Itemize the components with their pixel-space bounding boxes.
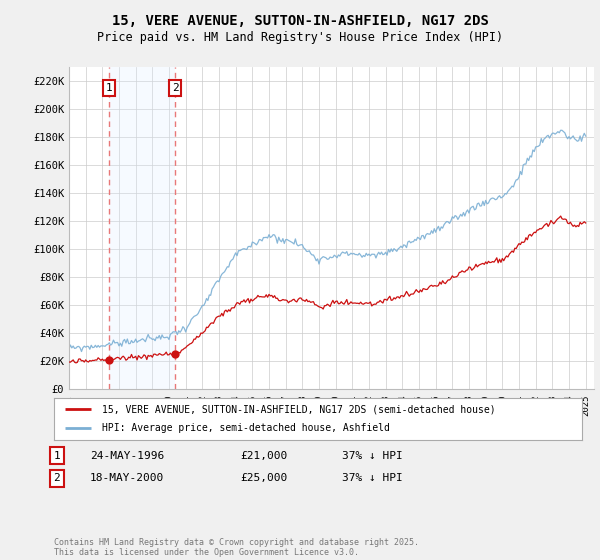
Text: 37% ↓ HPI: 37% ↓ HPI (342, 451, 403, 461)
Text: 15, VERE AVENUE, SUTTON-IN-ASHFIELD, NG17 2DS (semi-detached house): 15, VERE AVENUE, SUTTON-IN-ASHFIELD, NG1… (101, 404, 495, 414)
Text: 37% ↓ HPI: 37% ↓ HPI (342, 473, 403, 483)
Text: Price paid vs. HM Land Registry's House Price Index (HPI): Price paid vs. HM Land Registry's House … (97, 31, 503, 44)
Text: 1: 1 (53, 451, 61, 461)
Text: HPI: Average price, semi-detached house, Ashfield: HPI: Average price, semi-detached house,… (101, 423, 389, 433)
Bar (109, 67, 175, 389)
Text: 24-MAY-1996: 24-MAY-1996 (90, 451, 164, 461)
Text: 2: 2 (53, 473, 61, 483)
Text: 18-MAY-2000: 18-MAY-2000 (90, 473, 164, 483)
Text: Contains HM Land Registry data © Crown copyright and database right 2025.
This d: Contains HM Land Registry data © Crown c… (54, 538, 419, 557)
Text: £25,000: £25,000 (240, 473, 287, 483)
Text: 15, VERE AVENUE, SUTTON-IN-ASHFIELD, NG17 2DS: 15, VERE AVENUE, SUTTON-IN-ASHFIELD, NG1… (112, 14, 488, 28)
Text: 1: 1 (106, 83, 112, 93)
Text: £21,000: £21,000 (240, 451, 287, 461)
Text: 2: 2 (172, 83, 179, 93)
